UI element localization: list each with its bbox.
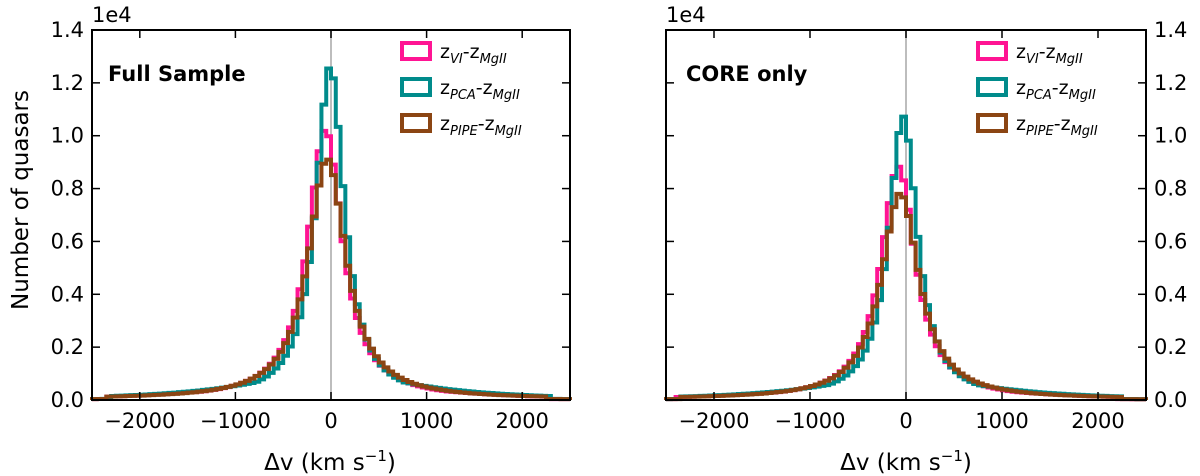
legend-z: z [440, 77, 450, 99]
x-tick-label: −1000 [200, 409, 271, 433]
y-tick-label: 0.0 [1154, 388, 1187, 412]
legend-z: z [1016, 41, 1026, 63]
y-tick-label: 0.0 [51, 388, 84, 412]
histogram-series-zPIPE-zMgII [90, 157, 572, 402]
x-axis-label-left: Δv (km s−1) [264, 447, 396, 476]
y-tick-label: 1.2 [51, 71, 84, 95]
legend-entry: zVI-zMgII [440, 41, 507, 67]
legend-dash: -z [476, 77, 493, 99]
x-axis-label-main: Δv (km s [264, 450, 365, 476]
legend-z: z [1016, 77, 1026, 99]
x-axis-label-main: Δv (km s [840, 450, 941, 476]
x-tick-label: 1000 [975, 409, 1028, 433]
legend-sub1: PIPE [450, 124, 479, 139]
x-tick-label: −2000 [104, 409, 175, 433]
legend-sub2: MgII [493, 88, 520, 103]
legend-dash: -z [1052, 77, 1069, 99]
legend-swatch [400, 113, 432, 133]
histogram-series-zPIPE-zMgII [664, 191, 1148, 402]
x-tick-label: −1000 [774, 409, 845, 433]
y-tick-label: 0.8 [1154, 177, 1187, 201]
legend-swatch [976, 41, 1008, 61]
legend-dash: -z [478, 113, 495, 135]
x-tick-label: 2000 [1071, 409, 1124, 433]
legend-entry: zPCA-zMgII [1016, 77, 1096, 103]
legend-sub2: MgII [1056, 52, 1083, 67]
panel-full-sample: 1e4 Full Sample Δv (km s−1) −2000 −1000 0 1… [51, 3, 572, 476]
panel-title-core-only: CORE only [686, 62, 808, 86]
legend-dash: -z [1054, 113, 1071, 135]
y-tick-label: 0.6 [1154, 229, 1187, 253]
y-tick-label: 0.4 [51, 282, 84, 306]
legend-dash: -z [1039, 41, 1056, 63]
legend-sub1: PIPE [1026, 124, 1055, 139]
y-tick-label: 0.8 [51, 177, 84, 201]
scale-note-right: 1e4 [666, 3, 706, 27]
x-axis-label-right: Δv (km s−1) [840, 447, 972, 476]
legend-swatch [976, 77, 1008, 97]
legend-sub2: MgII [495, 124, 522, 139]
y-tick-label: 0.2 [51, 335, 84, 359]
x-tick-label: 1000 [400, 409, 453, 433]
y-tick-label: 1.4 [1154, 18, 1187, 42]
y-tick-label: 1.2 [1154, 71, 1187, 95]
legend-swatch [400, 77, 432, 97]
legend-entry: zPCA-zMgII [440, 77, 520, 103]
legend-swatch [976, 113, 1008, 133]
legend-dash: -z [463, 41, 480, 63]
legend-entry: zPIPE-zMgII [1016, 113, 1098, 139]
legend-z: z [440, 113, 450, 135]
y-tick-label: 0.4 [1154, 282, 1187, 306]
legend-sub1: PCA [1026, 88, 1052, 103]
legend-entry: zPIPE-zMgII [440, 113, 522, 139]
legend-sub2: MgII [1071, 124, 1098, 139]
legend-z: z [440, 41, 450, 63]
legend-sub1: VI [1026, 52, 1039, 67]
y-tick-label: 1.0 [51, 124, 84, 148]
y-tick-label: 1.0 [1154, 124, 1187, 148]
legend-sub1: PCA [450, 88, 476, 103]
y-axis-label: Number of quasars [8, 90, 34, 310]
y-tick-label: 1.4 [51, 18, 84, 42]
legend-sub2: MgII [480, 52, 507, 67]
scale-note-left: 1e4 [92, 3, 132, 27]
legend-swatch [400, 41, 432, 61]
y-tick-label: 0.6 [51, 229, 84, 253]
x-axis-label-sup: −1 [941, 447, 963, 465]
legend-sub2: MgII [1069, 88, 1096, 103]
x-axis-label-close: ) [963, 450, 972, 476]
x-tick-label: 0 [324, 409, 337, 433]
legend-entry: zVI-zMgII [1016, 41, 1083, 67]
panel-title-full-sample: Full Sample [108, 62, 246, 86]
x-axis-label-sup: −1 [365, 447, 387, 465]
x-tick-label: −2000 [678, 409, 749, 433]
legend-z: z [1016, 113, 1026, 135]
panel-core-only: 1e4 CORE only Δv (km s−1) −2000 −1000 0 100… [664, 3, 1187, 476]
x-tick-label: 2000 [495, 409, 548, 433]
legend-sub1: VI [450, 52, 463, 67]
x-axis-label-close: ) [387, 450, 396, 476]
y-tick-label: 0.2 [1154, 335, 1187, 359]
x-tick-label: 0 [899, 409, 912, 433]
